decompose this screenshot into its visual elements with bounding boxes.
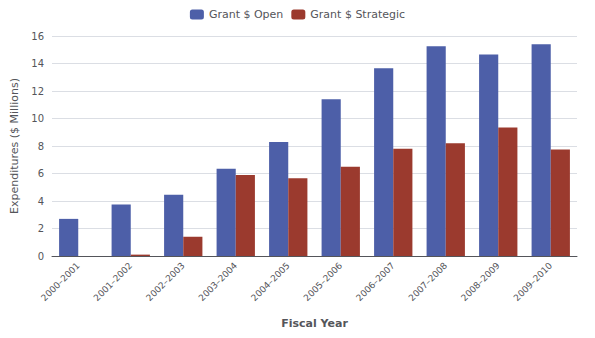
svg-text:Grant $ Open: Grant $ Open xyxy=(209,8,283,21)
svg-text:12: 12 xyxy=(31,86,44,97)
svg-text:Grant $ Strategic: Grant $ Strategic xyxy=(310,8,405,21)
svg-text:10: 10 xyxy=(31,113,44,124)
svg-text:8: 8 xyxy=(38,141,44,152)
svg-text:Expenditures ($ Millions): Expenditures ($ Millions) xyxy=(8,78,21,214)
svg-text:2001–2002: 2001–2002 xyxy=(92,260,135,303)
svg-text:16: 16 xyxy=(31,31,44,42)
svg-text:2007–2008: 2007–2008 xyxy=(407,260,450,303)
svg-text:14: 14 xyxy=(31,58,44,69)
svg-text:2009–2010: 2009–2010 xyxy=(512,260,555,303)
svg-text:2003–2004: 2003–2004 xyxy=(197,260,240,303)
svg-text:2: 2 xyxy=(38,223,44,234)
svg-text:6: 6 xyxy=(38,168,44,179)
svg-text:2008–2009: 2008–2009 xyxy=(459,260,502,303)
svg-text:2006–2007: 2006–2007 xyxy=(354,260,397,303)
svg-text:0: 0 xyxy=(38,251,44,262)
svg-text:Fiscal Year: Fiscal Year xyxy=(281,317,348,330)
svg-text:2000–2001: 2000–2001 xyxy=(39,260,82,303)
svg-text:2002–2003: 2002–2003 xyxy=(144,260,187,303)
svg-text:2004–2005: 2004–2005 xyxy=(249,260,292,303)
svg-text:4: 4 xyxy=(38,196,44,207)
svg-text:2005–2006: 2005–2006 xyxy=(302,260,345,303)
